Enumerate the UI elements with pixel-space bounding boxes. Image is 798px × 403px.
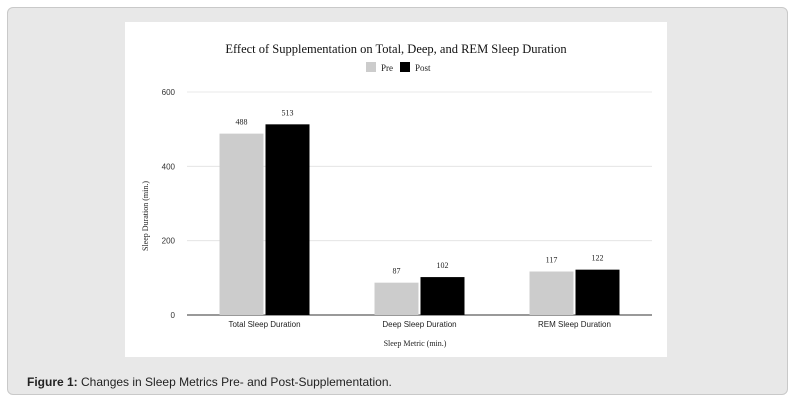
figure-caption: Figure 1: Changes in Sleep Metrics Pre- … [27,375,392,389]
x-tick-label: Deep Sleep Duration [382,320,456,329]
data-label: 122 [592,254,604,263]
data-label: 513 [282,108,294,117]
y-tick-label: 200 [162,237,176,246]
x-tick-label: REM Sleep Duration [538,320,611,329]
legend-swatch-post [400,62,410,72]
caption-label: Figure 1: [27,375,78,389]
data-label: 87 [393,267,401,276]
data-labels: 488 513 87 102 117 122 [236,108,604,275]
y-axis-label: Sleep Duration (min.) [141,181,150,251]
data-label: 488 [236,118,248,127]
bar-pre-0 [219,133,264,315]
bars [219,124,620,316]
caption-text: Changes in Sleep Metrics Pre- and Post-S… [77,375,392,389]
x-axis-label: Sleep Metric (min.) [384,339,447,348]
x-tick-label: Total Sleep Duration [228,320,300,329]
y-tick-labels: 0 200 400 600 [162,88,176,320]
y-tick-label: 0 [171,311,176,320]
x-tick-labels: Total Sleep Duration Deep Sleep Duration R… [228,320,610,329]
data-label: 117 [546,256,558,265]
chart-title: Effect of Supplementation on Total, Deep… [225,42,567,56]
legend-swatch-pre [366,62,376,72]
chart-card: Effect of Supplementation on Total, Deep… [125,22,667,357]
bar-pre-1 [374,282,419,315]
gridlines [187,91,652,316]
y-tick-label: 600 [162,88,176,97]
legend-label-post: Post [415,63,431,73]
legend-label-pre: Pre [381,63,393,73]
bar-pre-2 [529,271,574,315]
bar-chart: Effect of Supplementation on Total, Deep… [141,42,652,348]
bar-post-0 [265,124,310,316]
bar-post-1 [420,277,465,315]
y-tick-label: 400 [162,162,176,171]
legend: Pre Post [366,62,431,73]
data-label: 102 [437,261,449,270]
figure-frame: Effect of Supplementation on Total, Deep… [7,7,788,395]
bar-post-2 [575,269,620,315]
